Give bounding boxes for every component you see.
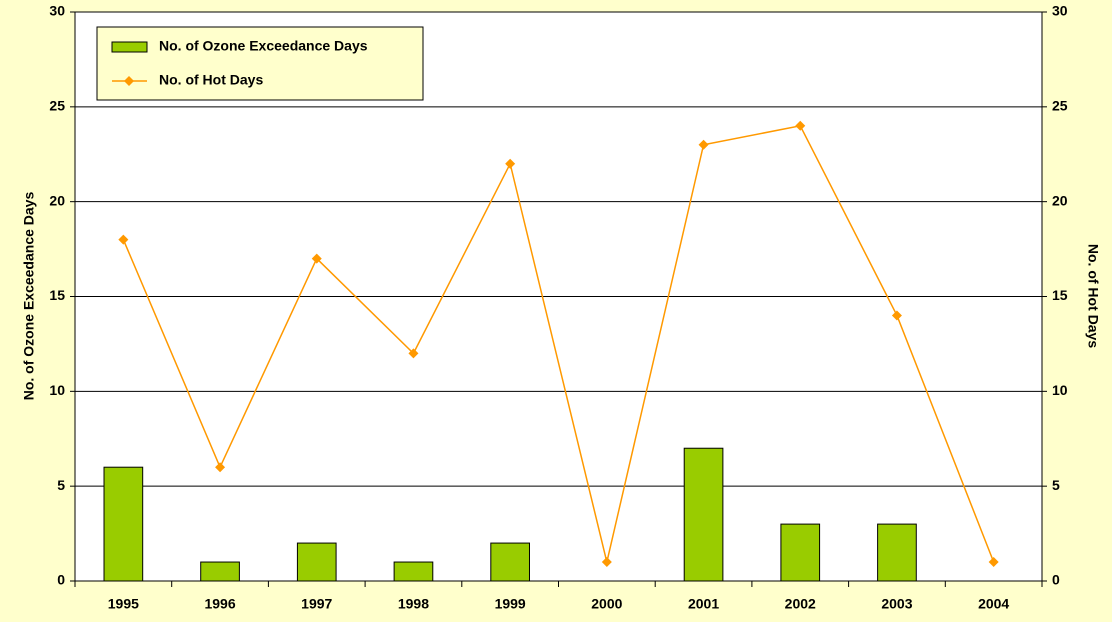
x-tick-label: 2002: [785, 596, 816, 612]
x-tick-label: 1996: [204, 596, 235, 612]
legend-marker: [124, 76, 134, 86]
marker: [215, 462, 226, 473]
x-tick-label: 2003: [881, 596, 912, 612]
legend-box: [96, 26, 424, 101]
y2-tick-label: 0: [1052, 572, 1060, 588]
bar: [877, 523, 917, 582]
x-tick-label: 1998: [398, 596, 429, 612]
y-tick-label: 30: [49, 3, 65, 19]
marker: [795, 120, 806, 131]
marker: [505, 158, 516, 169]
bar: [683, 447, 724, 582]
x-tick-label: 2004: [978, 596, 1009, 612]
y2-axis-label: No. of Hot Days: [1085, 244, 1101, 348]
x-tick-label: 2000: [591, 596, 622, 612]
marker: [118, 234, 129, 245]
y-tick-label: 10: [49, 382, 65, 398]
bar: [780, 523, 821, 582]
bar: [103, 466, 144, 582]
marker: [408, 348, 419, 359]
marker: [988, 557, 999, 568]
marker: [891, 310, 902, 321]
y2-tick-label: 10: [1052, 382, 1068, 398]
bar: [200, 561, 240, 582]
x-tick-label: 2001: [688, 596, 719, 612]
y2-tick-label: 15: [1052, 287, 1068, 303]
legend-swatch: [111, 41, 148, 53]
y-tick-label: 15: [49, 287, 65, 303]
x-tick-label: 1995: [108, 596, 139, 612]
legend-label: No. of Hot Days: [159, 72, 263, 88]
y-axis-label: No. of Ozone Exceedance Days: [21, 192, 37, 401]
y2-tick-label: 20: [1052, 192, 1068, 208]
marker: [311, 253, 322, 264]
bar: [393, 561, 434, 582]
x-tick-label: 1997: [301, 596, 332, 612]
y2-tick-label: 30: [1052, 3, 1068, 19]
marker: [698, 139, 709, 150]
y-tick-label: 0: [57, 572, 65, 588]
y-tick-label: 5: [57, 477, 65, 493]
marker: [601, 557, 612, 568]
y-tick-label: 20: [49, 192, 65, 208]
legend-label: No. of Ozone Exceedance Days: [159, 38, 368, 54]
y-tick-label: 25: [49, 98, 65, 114]
line: [122, 124, 995, 563]
y2-tick-label: 25: [1052, 98, 1068, 114]
y2-tick-label: 5: [1052, 477, 1060, 493]
x-tick-label: 1999: [495, 596, 526, 612]
bar: [296, 542, 337, 582]
bar: [490, 542, 530, 582]
